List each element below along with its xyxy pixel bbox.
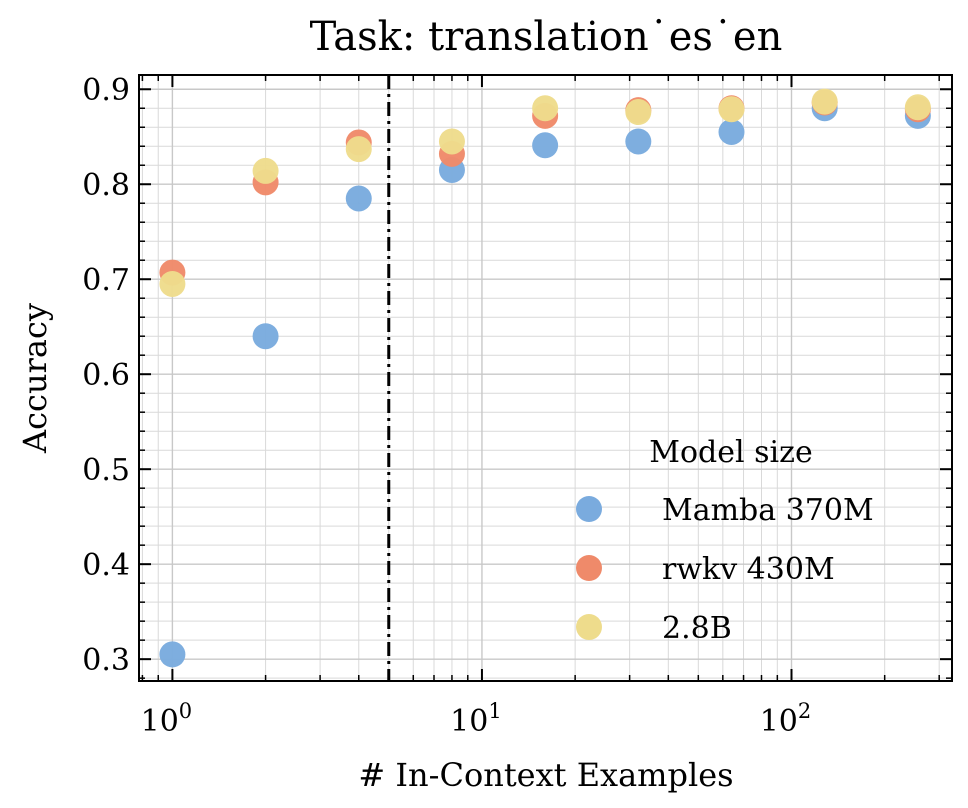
point-2-8b	[438, 128, 465, 155]
point-2-8b	[904, 94, 931, 121]
point-2-8b	[252, 157, 279, 184]
y-axis-label: Accuracy	[16, 303, 54, 454]
point-mamba-370m	[345, 185, 372, 212]
y-tick-label: 0.6	[82, 358, 130, 393]
data-points	[159, 88, 931, 668]
x-tick-label: 102	[760, 699, 812, 739]
y-tick-label: 0.9	[82, 73, 130, 108]
legend: Model size Mamba 370M rwkv 430M 2.8B	[576, 435, 874, 646]
chart-title: Task: translation˙es˙en	[310, 14, 783, 60]
legend-marker	[576, 614, 602, 640]
y-tick-label: 0.7	[82, 263, 130, 298]
y-tick-label: 0.5	[82, 453, 130, 488]
point-mamba-370m	[718, 118, 745, 145]
legend-label: rwkv 430M	[662, 552, 835, 587]
legend-marker	[576, 555, 602, 581]
y-tick-label: 0.4	[82, 548, 130, 583]
legend-marker	[576, 496, 602, 522]
y-tick-label: 0.3	[82, 643, 130, 678]
axis-ticks	[139, 75, 952, 681]
point-2-8b	[811, 88, 838, 115]
plot-frame	[138, 74, 953, 682]
point-2-8b	[345, 136, 372, 163]
point-2-8b	[625, 99, 652, 126]
legend-label: Mamba 370M	[662, 493, 874, 528]
y-tick-label: 0.8	[82, 168, 130, 203]
point-2-8b	[159, 270, 186, 297]
legend-label: 2.8B	[662, 611, 732, 646]
tick-labels: 0.3 0.4 0.5 0.6 0.7 0.8 0.9 100 101 102	[82, 73, 811, 739]
point-2-8b	[532, 95, 559, 122]
point-mamba-370m	[159, 641, 186, 668]
x-tick-label: 101	[450, 699, 502, 739]
x-tick-label: 100	[141, 699, 193, 739]
point-mamba-370m	[252, 323, 279, 350]
point-mamba-370m	[625, 128, 652, 155]
legend-title: Model size	[649, 435, 812, 470]
point-2-8b	[718, 96, 745, 123]
point-mamba-370m	[532, 132, 559, 159]
x-axis-label: # In-Context Examples	[358, 756, 733, 794]
